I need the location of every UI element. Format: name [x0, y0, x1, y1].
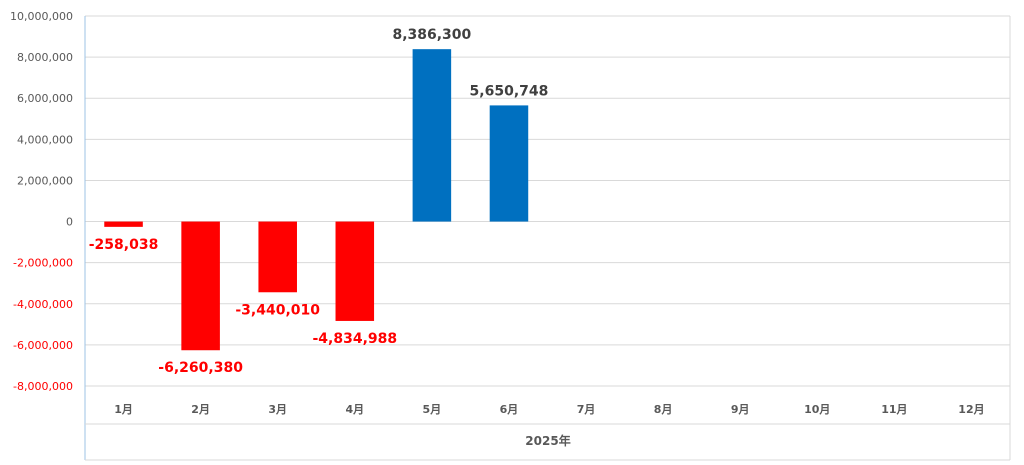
bar	[335, 221, 375, 321]
x-tick-label: 9月	[731, 403, 750, 416]
y-tick-label: -2,000,000	[13, 257, 73, 270]
x-tick-label: 2月	[191, 403, 210, 416]
y-tick-label: -8,000,000	[13, 380, 73, 393]
data-label: -6,260,380	[158, 360, 243, 376]
x-tick-label: 4月	[345, 403, 364, 416]
x-tick-label: 3月	[268, 403, 287, 416]
y-tick-label: 4,000,000	[17, 133, 73, 146]
data-label: 5,650,748	[470, 83, 549, 99]
y-tick-label: 2,000,000	[17, 174, 73, 187]
x-axis-group-label: 2025年	[525, 433, 570, 448]
axis-frame	[84, 16, 1011, 461]
data-label: -4,834,988	[312, 331, 397, 347]
bar	[104, 221, 143, 227]
x-tick-label: 10月	[804, 403, 830, 416]
y-tick-label: 8,000,000	[17, 51, 73, 64]
bar	[489, 105, 529, 222]
y-tick-label: -6,000,000	[13, 339, 73, 352]
x-tick-label: 5月	[423, 403, 442, 416]
y-tick-label: -4,000,000	[13, 298, 73, 311]
data-labels: -258,038 -6,260,380 -3,440,010 -4,834,988 8,…	[89, 27, 549, 376]
x-tick-label: 8月	[654, 403, 673, 416]
x-tick-label: 11月	[881, 403, 907, 416]
data-label: 8,386,300	[392, 27, 471, 43]
y-tick-label: 0	[66, 216, 73, 229]
x-tick-label: 7月	[577, 403, 596, 416]
bar	[258, 221, 297, 293]
x-tick-label: 1月	[114, 403, 133, 416]
x-tick-label: 6月	[500, 403, 519, 416]
grid-lines	[85, 15, 1010, 387]
bar	[412, 49, 452, 222]
bar	[181, 221, 220, 351]
x-axis-categories: 1月 2月 3月 4月 5月 6月 7月 8月 9月 10月 11月 12月	[114, 403, 984, 416]
bars	[104, 49, 529, 351]
y-tick-label: 6,000,000	[17, 92, 73, 105]
x-tick-label: 12月	[958, 403, 984, 416]
y-axis-ticks: 10,000,000 8,000,000 6,000,000 4,000,000 2,0…	[10, 10, 73, 393]
data-label: -3,440,010	[235, 302, 320, 318]
data-label: -258,038	[89, 237, 159, 253]
y-tick-label: 10,000,000	[10, 10, 73, 23]
